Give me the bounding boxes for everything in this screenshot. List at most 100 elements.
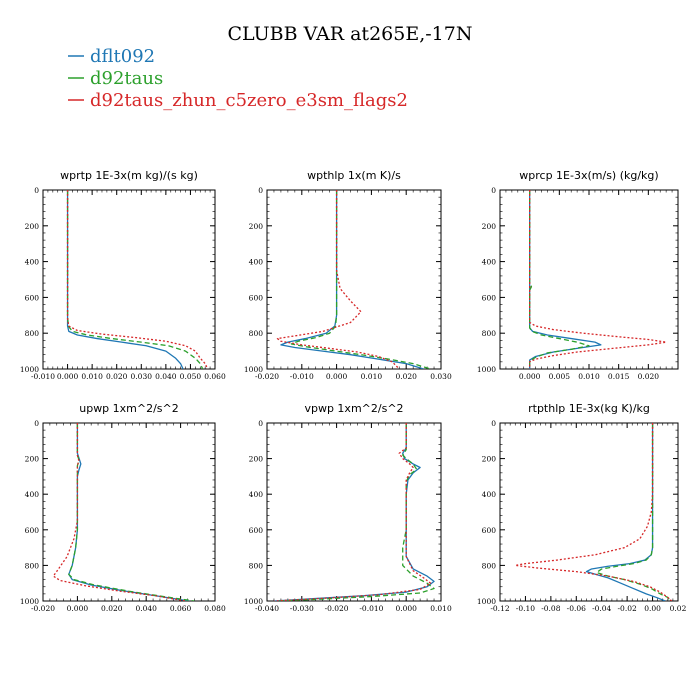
legend: dflt092d92tausd92taus_zhun_c5zero_e3sm_f… <box>68 46 408 111</box>
y-tick-label: 400 <box>482 258 497 267</box>
x-tick-label: 0.060 <box>204 372 226 381</box>
y-tick-label: 600 <box>482 526 497 535</box>
x-tick-label: 0.020 <box>101 604 123 613</box>
y-tick-label: 800 <box>482 329 497 338</box>
y-tick-label: 800 <box>249 561 264 570</box>
x-tick-label: 0.030 <box>430 372 452 381</box>
series-line-2 <box>276 190 400 369</box>
y-tick-label: 400 <box>25 258 40 267</box>
y-tick-label: 200 <box>249 455 264 464</box>
series-line-1 <box>277 423 435 601</box>
x-tick-label: -0.010 <box>290 372 314 381</box>
legend-label: d92taus_zhun_c5zero_e3sm_flags2 <box>90 90 408 111</box>
series-line-2 <box>273 423 432 601</box>
x-tick-label: -0.010 <box>31 372 55 381</box>
y-tick-label: 1000 <box>244 365 263 374</box>
series-group <box>52 423 195 601</box>
series-line-2 <box>514 423 673 601</box>
panel-title: upwp 1xm^2/s^2 <box>79 402 179 415</box>
series-line-1 <box>529 190 590 369</box>
series-line-0 <box>280 190 424 369</box>
x-tick-label: -0.08 <box>541 604 560 613</box>
y-tick-label: 800 <box>25 561 40 570</box>
x-tick-label: -0.010 <box>359 604 383 613</box>
y-tick-label: 1000 <box>477 365 496 374</box>
series-group <box>273 423 435 601</box>
x-tick-label: 0.000 <box>519 372 541 381</box>
series-line-1 <box>290 190 431 369</box>
x-tick-label: 0.030 <box>131 372 153 381</box>
legend-item-2: d92taus_zhun_c5zero_e3sm_flags2 <box>68 90 408 111</box>
y-tick-label: 1000 <box>20 597 39 606</box>
panel-title: wprcp 1E-3x(m/s) (kg/kg) <box>519 169 658 182</box>
x-tick-label: -0.020 <box>31 604 55 613</box>
panel-5: rtpthlp 1E-3x(kg K)/kg -0.12 -0.10 -0.08 -0.… <box>477 402 687 613</box>
plot-frame <box>42 189 216 370</box>
y-tick-label: 400 <box>249 258 264 267</box>
y-tick-label: 0 <box>34 419 39 428</box>
x-tick-label: 0.015 <box>608 372 630 381</box>
series-group <box>276 190 431 369</box>
y-tick-label: 200 <box>25 455 40 464</box>
y-tick-label: 800 <box>249 329 264 338</box>
x-tick-label: -0.040 <box>255 604 279 613</box>
y-tick-label: 1000 <box>20 365 39 374</box>
x-tick-label: 0.00 <box>644 604 661 613</box>
series-group <box>514 423 673 601</box>
x-tick-label: -0.10 <box>516 604 535 613</box>
y-tick-label: 1000 <box>244 597 263 606</box>
panel-title: wpthlp 1x(m K)/s <box>307 169 401 182</box>
x-tick-label: 0.040 <box>155 372 177 381</box>
x-tick-label: 0.010 <box>361 372 383 381</box>
panel-4: vpwp 1xm^2/s^2 -0.040 -0.030 -0.020 -0.010 0.… <box>244 402 452 613</box>
series-line-2 <box>66 190 209 369</box>
plot-frame <box>42 422 216 602</box>
x-tick-label: -0.020 <box>255 372 279 381</box>
series-line-2 <box>529 190 667 369</box>
legend-item-0: dflt092 <box>68 46 155 67</box>
x-tick-label: 0.010 <box>81 372 103 381</box>
x-tick-label: -0.030 <box>290 604 314 613</box>
panel-0: wprtp 1E-3x(m kg)/(s kg) -0.010 0.000 0.010… <box>20 169 226 381</box>
x-tick-label: 0.060 <box>170 604 192 613</box>
y-tick-label: 600 <box>25 526 40 535</box>
series-line-0 <box>529 190 602 369</box>
y-tick-label: 400 <box>249 490 264 499</box>
legend-label: dflt092 <box>90 46 155 67</box>
y-tick-label: 0 <box>258 419 263 428</box>
y-tick-label: 600 <box>25 293 40 302</box>
series-group <box>66 190 209 369</box>
y-tick-label: 600 <box>482 293 497 302</box>
y-tick-label: 0 <box>258 186 263 195</box>
panel-title: vpwp 1xm^2/s^2 <box>304 402 403 415</box>
y-tick-label: 200 <box>482 455 497 464</box>
x-tick-label: 0.080 <box>204 604 226 613</box>
panel-2: wprcp 1E-3x(m/s) (kg/kg) 0.000 0.005 0.010 0… <box>477 169 679 381</box>
x-tick-label: 0.050 <box>180 372 202 381</box>
x-tick-label: -0.04 <box>592 604 611 613</box>
y-tick-label: 800 <box>482 561 497 570</box>
x-tick-label: 0.000 <box>67 604 89 613</box>
series-line-2 <box>52 423 186 601</box>
x-tick-label: -0.06 <box>567 604 586 613</box>
x-tick-label: 0.000 <box>57 372 79 381</box>
x-tick-label: -0.02 <box>618 604 637 613</box>
series-line-1 <box>68 423 195 601</box>
plot-frame <box>499 422 679 602</box>
x-tick-label: 0.040 <box>135 604 157 613</box>
legend-label: d92taus <box>90 68 163 89</box>
y-tick-label: 1000 <box>477 597 496 606</box>
panel-title: rtpthlp 1E-3x(kg K)/kg <box>528 402 650 415</box>
series-group <box>529 190 667 369</box>
series-line-0 <box>68 423 190 601</box>
y-tick-label: 200 <box>249 222 264 231</box>
x-tick-label: 0.020 <box>395 372 417 381</box>
x-tick-label: 0.020 <box>638 372 660 381</box>
x-tick-label: 0.02 <box>670 604 687 613</box>
y-tick-label: 600 <box>249 526 264 535</box>
series-line-0 <box>585 423 666 601</box>
figure-title: CLUBB VAR at265E,-17N <box>228 23 473 45</box>
x-tick-label: -0.020 <box>325 604 349 613</box>
panel-title: wprtp 1E-3x(m kg)/(s kg) <box>60 169 198 182</box>
